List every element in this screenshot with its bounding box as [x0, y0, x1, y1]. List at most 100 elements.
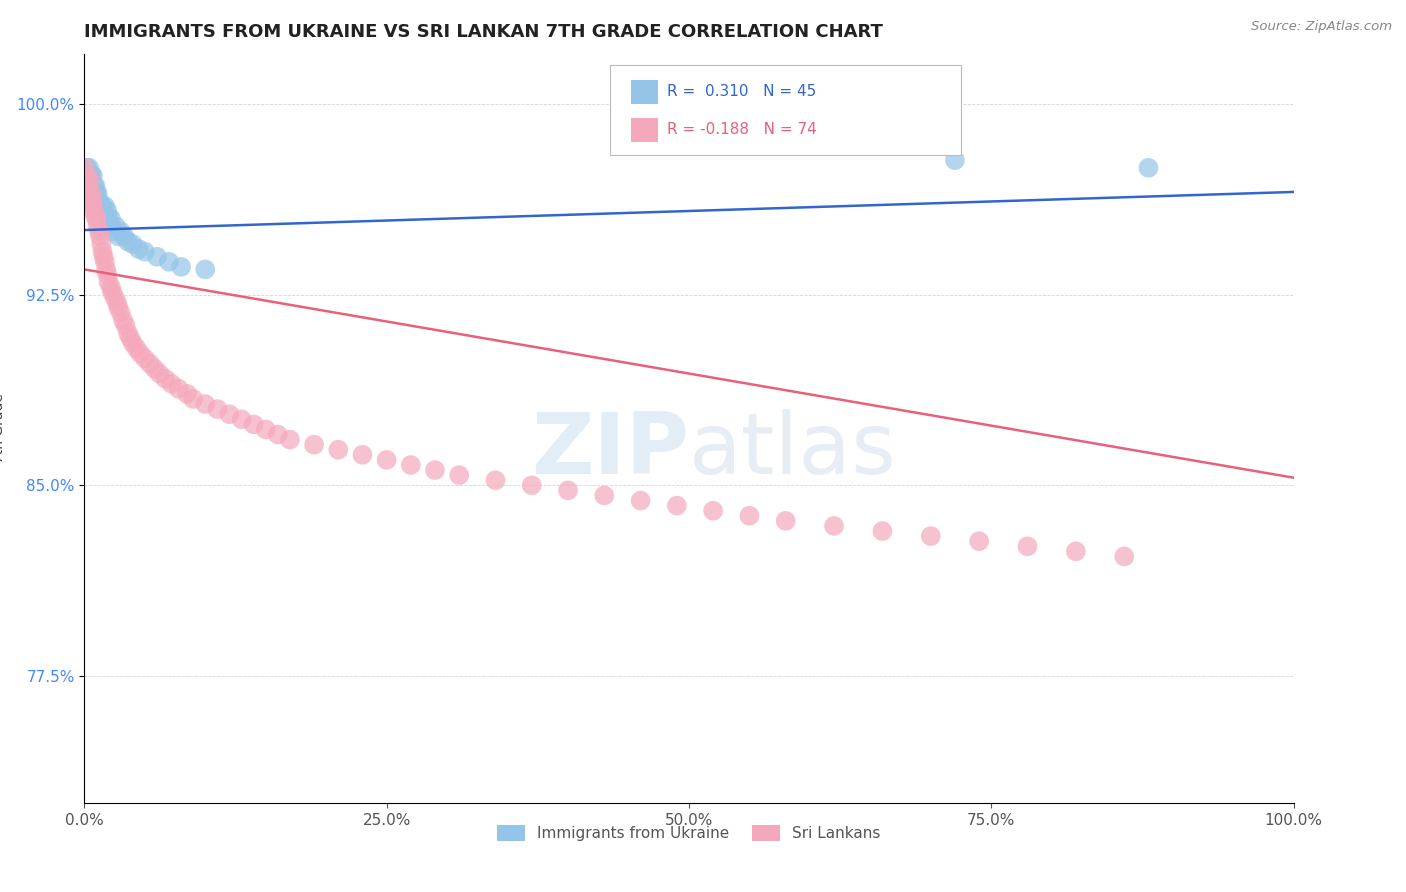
Point	[138, 356, 160, 370]
Point	[87, 194, 110, 208]
Point	[101, 285, 124, 300]
Point	[181, 392, 204, 406]
Point	[167, 382, 190, 396]
Point	[86, 186, 108, 201]
Point	[665, 499, 688, 513]
Text: ZIP: ZIP	[531, 409, 689, 492]
Point	[112, 229, 135, 244]
Point	[77, 169, 100, 183]
Point	[110, 305, 132, 319]
Point	[170, 260, 193, 274]
Point	[98, 219, 121, 234]
Point	[82, 186, 104, 201]
Point	[73, 161, 96, 175]
Point	[121, 336, 143, 351]
Point	[83, 199, 105, 213]
Point	[557, 483, 579, 498]
Point	[134, 244, 156, 259]
Point	[79, 178, 101, 193]
Point	[77, 178, 100, 193]
Point	[121, 237, 143, 252]
Point	[77, 161, 100, 175]
Point	[91, 244, 114, 259]
Point	[83, 204, 105, 219]
Point	[207, 402, 229, 417]
Point	[107, 301, 129, 315]
Point	[79, 173, 101, 187]
Point	[218, 407, 240, 421]
Point	[77, 188, 100, 202]
Point	[96, 268, 118, 282]
Point	[129, 346, 152, 360]
Point	[91, 199, 114, 213]
Point	[399, 458, 422, 472]
Point	[94, 199, 117, 213]
Point	[82, 194, 104, 208]
Point	[128, 242, 150, 256]
Point	[94, 211, 117, 226]
Point	[80, 169, 103, 183]
Point	[93, 211, 115, 226]
Text: atlas: atlas	[689, 409, 897, 492]
Point	[94, 262, 117, 277]
Point	[352, 448, 374, 462]
Point	[86, 204, 108, 219]
Point	[100, 211, 122, 226]
Point	[84, 209, 107, 223]
Point	[87, 224, 110, 238]
Point	[82, 199, 104, 213]
Point	[302, 438, 325, 452]
Point	[89, 229, 111, 244]
Point	[79, 169, 101, 183]
Point	[110, 224, 132, 238]
Legend: Immigrants from Ukraine, Sri Lankans: Immigrants from Ukraine, Sri Lankans	[491, 819, 887, 847]
Point	[1137, 161, 1160, 175]
Point	[76, 169, 98, 183]
Bar	[631, 118, 658, 142]
Point	[104, 219, 127, 234]
Point	[107, 229, 129, 244]
Point	[82, 169, 104, 183]
Point	[134, 351, 156, 366]
Point	[77, 178, 100, 193]
Bar	[631, 79, 658, 103]
Point	[90, 204, 112, 219]
Point	[630, 493, 652, 508]
Point	[176, 387, 198, 401]
Point	[114, 318, 136, 333]
Point	[97, 211, 120, 226]
Point	[146, 250, 169, 264]
Point	[103, 224, 125, 238]
Point	[823, 519, 845, 533]
Point	[90, 237, 112, 252]
Point	[967, 534, 990, 549]
Point	[1017, 539, 1039, 553]
Point	[117, 326, 139, 340]
FancyBboxPatch shape	[610, 65, 962, 154]
Point	[97, 275, 120, 289]
Point	[194, 262, 217, 277]
Point	[702, 504, 724, 518]
Point	[194, 397, 217, 411]
Point	[775, 514, 797, 528]
Point	[254, 422, 277, 436]
Text: Source: ZipAtlas.com: Source: ZipAtlas.com	[1251, 20, 1392, 33]
Point	[520, 478, 543, 492]
Point	[125, 341, 148, 355]
Point	[86, 199, 108, 213]
Point	[117, 235, 139, 249]
Point	[96, 204, 118, 219]
Point	[105, 295, 128, 310]
Point	[375, 453, 398, 467]
Point	[1114, 549, 1136, 564]
Point	[157, 254, 180, 268]
Point	[872, 524, 894, 538]
Text: IMMIGRANTS FROM UKRAINE VS SRI LANKAN 7TH GRADE CORRELATION CHART: IMMIGRANTS FROM UKRAINE VS SRI LANKAN 7T…	[84, 23, 883, 41]
Point	[148, 367, 170, 381]
Point	[94, 254, 117, 268]
Point	[484, 473, 506, 487]
Y-axis label: 7th Grade: 7th Grade	[0, 393, 6, 463]
Point	[104, 290, 127, 304]
Point	[449, 468, 471, 483]
Point	[920, 529, 942, 543]
